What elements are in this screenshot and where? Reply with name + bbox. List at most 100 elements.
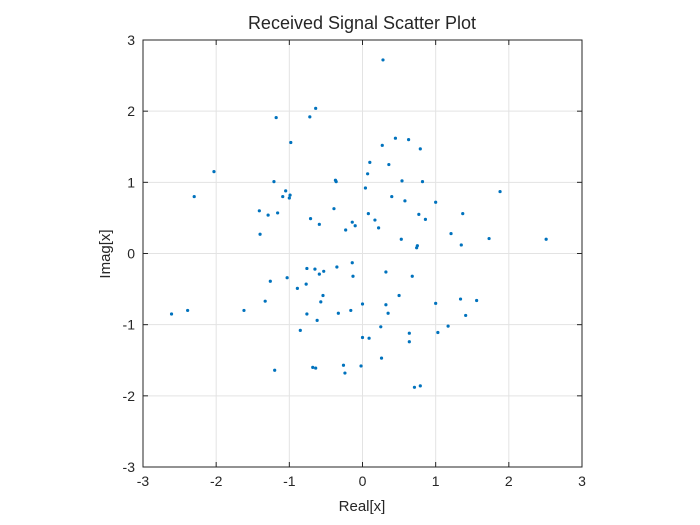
data-point (373, 218, 377, 222)
data-point (285, 276, 289, 280)
data-point (349, 308, 353, 313)
data-point (308, 217, 313, 221)
data-point (268, 279, 272, 283)
data-point (334, 180, 338, 184)
y-tick-label: 2 (127, 103, 135, 119)
data-point (281, 194, 285, 199)
data-point (366, 212, 370, 216)
data-point (186, 308, 190, 313)
data-point (360, 302, 365, 306)
data-point (298, 328, 302, 332)
data-point (272, 180, 276, 184)
data-points (169, 58, 548, 389)
data-point (464, 313, 468, 318)
data-point (403, 199, 407, 203)
data-point (434, 301, 438, 305)
y-tick-label: 0 (127, 246, 135, 262)
y-tick-label: -1 (123, 317, 136, 333)
x-tick-label: -2 (210, 473, 223, 489)
data-point (335, 265, 339, 269)
data-point (192, 194, 196, 199)
x-tick-label: 1 (432, 473, 440, 489)
data-point (390, 194, 394, 199)
data-point (273, 368, 277, 372)
data-point (415, 244, 419, 248)
data-point (332, 207, 336, 211)
x-tick-label: -3 (137, 473, 150, 489)
data-point (336, 311, 340, 315)
data-point (350, 261, 354, 265)
data-point (313, 267, 317, 271)
x-tick-labels: -3 -2 -1 0 1 2 3 (137, 473, 586, 489)
data-point (446, 324, 450, 328)
data-point (399, 237, 403, 241)
data-point (376, 226, 381, 230)
data-point (295, 286, 299, 290)
data-point (434, 200, 438, 204)
x-tick-label: -1 (283, 473, 296, 489)
data-point (459, 243, 463, 247)
data-point (423, 217, 428, 221)
data-point (314, 366, 318, 370)
data-point (418, 384, 422, 388)
data-point (475, 298, 479, 303)
data-point (418, 147, 422, 151)
data-point (319, 300, 323, 304)
data-point (311, 365, 315, 369)
x-tick-label: 0 (359, 473, 367, 489)
tick-marks (142, 39, 583, 468)
data-point (381, 58, 385, 62)
data-point (305, 266, 309, 271)
data-point (257, 209, 261, 213)
data-point (367, 336, 371, 340)
y-tick-label: -3 (123, 459, 136, 475)
data-point (317, 272, 321, 276)
data-point (284, 189, 288, 193)
x-tick-label: 2 (505, 473, 513, 489)
data-point (305, 312, 309, 316)
data-point (289, 140, 293, 145)
data-point (341, 363, 346, 367)
data-point (407, 340, 411, 344)
data-point (321, 293, 325, 298)
data-point (242, 308, 246, 313)
data-point (258, 232, 262, 236)
chart-title: Received Signal Scatter Plot (248, 13, 476, 33)
y-tick-label: 1 (127, 174, 135, 190)
data-point (274, 115, 278, 120)
data-point (410, 274, 414, 278)
data-point (315, 318, 319, 322)
data-point (308, 115, 312, 119)
data-point (263, 299, 267, 303)
data-point (304, 282, 308, 286)
data-point (449, 231, 453, 236)
data-point (412, 385, 417, 389)
data-point (366, 172, 370, 176)
x-tick-label: 3 (578, 473, 586, 489)
data-point (397, 293, 401, 298)
data-point (353, 224, 357, 228)
data-point (343, 371, 347, 375)
data-point (407, 331, 411, 335)
data-point (363, 186, 368, 190)
data-point (266, 213, 270, 217)
data-point (384, 303, 388, 307)
data-point (393, 136, 398, 140)
data-point (359, 364, 363, 368)
data-point (380, 143, 384, 147)
data-point (498, 189, 502, 194)
data-point (458, 297, 463, 301)
data-point (276, 211, 280, 215)
data-point (406, 138, 411, 142)
data-point (384, 270, 388, 274)
data-point (288, 193, 292, 197)
data-point (436, 330, 440, 335)
data-point (387, 162, 391, 167)
data-point (368, 160, 372, 165)
data-point (379, 325, 383, 329)
data-point (386, 311, 390, 315)
data-point (487, 236, 491, 241)
data-point (350, 220, 354, 224)
data-point (169, 312, 174, 316)
